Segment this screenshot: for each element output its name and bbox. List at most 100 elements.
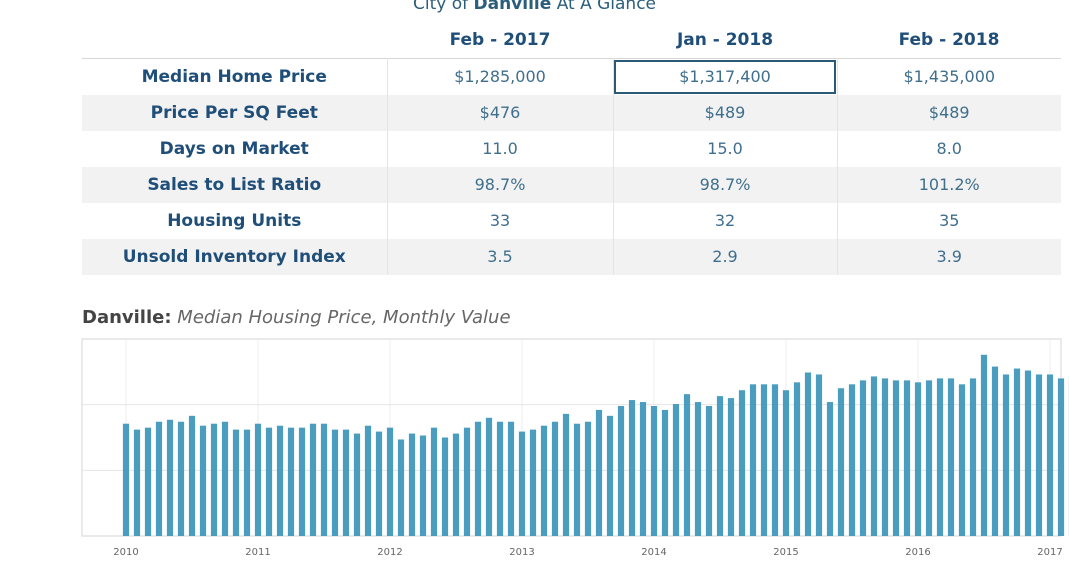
bar[interactable] xyxy=(859,380,867,536)
bar[interactable] xyxy=(199,425,207,536)
bar[interactable] xyxy=(441,437,449,537)
table-cell[interactable]: 11.0 xyxy=(386,130,613,167)
table-cell-selected[interactable]: $1,317,400 xyxy=(612,58,837,95)
bar[interactable] xyxy=(1013,368,1021,536)
bar[interactable] xyxy=(276,425,284,536)
table-cell[interactable]: 98.7% xyxy=(612,166,837,203)
bar[interactable] xyxy=(1024,370,1032,536)
bar[interactable] xyxy=(298,427,306,536)
bar[interactable] xyxy=(716,396,724,536)
bar[interactable] xyxy=(155,421,163,536)
bar[interactable] xyxy=(584,421,592,536)
bar[interactable] xyxy=(221,421,229,536)
table-cell[interactable]: $476 xyxy=(386,94,613,131)
table-cell[interactable]: $489 xyxy=(836,94,1061,131)
bar[interactable] xyxy=(782,390,790,536)
bar[interactable] xyxy=(848,384,856,536)
bar[interactable] xyxy=(463,427,471,536)
table-cell[interactable]: $1,285,000 xyxy=(386,58,613,95)
bar[interactable] xyxy=(826,402,834,536)
bar[interactable] xyxy=(562,413,570,536)
table-cell[interactable]: 3.9 xyxy=(836,238,1061,275)
table-cell[interactable]: 2.9 xyxy=(612,238,837,275)
bar[interactable] xyxy=(661,409,669,536)
bar[interactable] xyxy=(331,429,339,536)
bar[interactable] xyxy=(287,427,295,536)
bar[interactable] xyxy=(936,378,944,536)
bar[interactable] xyxy=(958,384,966,536)
bar[interactable] xyxy=(419,435,427,536)
bar[interactable] xyxy=(650,405,658,536)
bar[interactable] xyxy=(210,423,218,536)
bar[interactable] xyxy=(243,429,251,536)
bar[interactable] xyxy=(1057,378,1065,536)
bar[interactable] xyxy=(925,380,933,536)
bar[interactable] xyxy=(232,429,240,536)
bar[interactable] xyxy=(144,427,152,536)
bar[interactable] xyxy=(342,429,350,536)
bar[interactable] xyxy=(408,433,416,536)
bar[interactable] xyxy=(364,425,372,536)
bar[interactable] xyxy=(529,429,537,536)
bar[interactable] xyxy=(474,421,482,536)
bar[interactable] xyxy=(133,429,141,536)
bar[interactable] xyxy=(804,372,812,536)
bar[interactable] xyxy=(749,384,757,536)
bar[interactable] xyxy=(617,405,625,536)
bar[interactable] xyxy=(760,384,768,536)
bar[interactable] xyxy=(914,382,922,536)
bar[interactable] xyxy=(309,423,317,536)
bar[interactable] xyxy=(320,423,328,536)
bar[interactable] xyxy=(683,394,691,536)
bar[interactable] xyxy=(540,425,548,536)
table-cell[interactable]: 32 xyxy=(612,202,837,239)
bar[interactable] xyxy=(672,404,680,536)
bar[interactable] xyxy=(771,384,779,536)
bar[interactable] xyxy=(397,439,405,536)
bar[interactable] xyxy=(386,427,394,536)
bar[interactable] xyxy=(881,378,889,536)
bar[interactable] xyxy=(1002,374,1010,536)
bar[interactable] xyxy=(606,415,614,536)
table-cell[interactable]: 35 xyxy=(836,202,1061,239)
bar[interactable] xyxy=(452,433,460,536)
bar[interactable] xyxy=(551,421,559,536)
table-cell[interactable]: $1,435,000 xyxy=(836,58,1061,95)
bar[interactable] xyxy=(595,409,603,536)
bar[interactable] xyxy=(991,366,999,536)
bar[interactable] xyxy=(903,380,911,536)
bar[interactable] xyxy=(892,380,900,536)
table-cell[interactable]: $489 xyxy=(612,94,837,131)
bar[interactable] xyxy=(177,421,185,536)
bar[interactable] xyxy=(947,378,955,536)
bar[interactable] xyxy=(815,374,823,536)
table-cell[interactable]: 3.5 xyxy=(386,238,613,275)
bar[interactable] xyxy=(265,427,273,536)
bar[interactable] xyxy=(507,421,515,536)
table-cell[interactable]: 33 xyxy=(386,202,613,239)
bar[interactable] xyxy=(353,433,361,536)
bar[interactable] xyxy=(496,421,504,536)
bar[interactable] xyxy=(254,423,262,536)
bar[interactable] xyxy=(122,423,130,536)
bar[interactable] xyxy=(727,398,735,536)
bar[interactable] xyxy=(628,400,636,536)
bar[interactable] xyxy=(837,388,845,536)
bar[interactable] xyxy=(969,378,977,536)
table-cell[interactable]: 98.7% xyxy=(386,166,613,203)
bar[interactable] xyxy=(1046,374,1054,536)
table-cell[interactable]: 15.0 xyxy=(612,130,837,167)
bar[interactable] xyxy=(166,419,174,536)
bar[interactable] xyxy=(573,423,581,536)
table-cell[interactable]: 8.0 xyxy=(836,130,1061,167)
bar[interactable] xyxy=(1035,374,1043,536)
bar[interactable] xyxy=(980,354,988,536)
bar[interactable] xyxy=(793,382,801,536)
bar[interactable] xyxy=(694,402,702,536)
bar[interactable] xyxy=(188,415,196,536)
bar[interactable] xyxy=(430,427,438,536)
bar[interactable] xyxy=(738,390,746,536)
bar[interactable] xyxy=(639,402,647,536)
bar[interactable] xyxy=(485,417,493,536)
bar[interactable] xyxy=(705,405,713,536)
